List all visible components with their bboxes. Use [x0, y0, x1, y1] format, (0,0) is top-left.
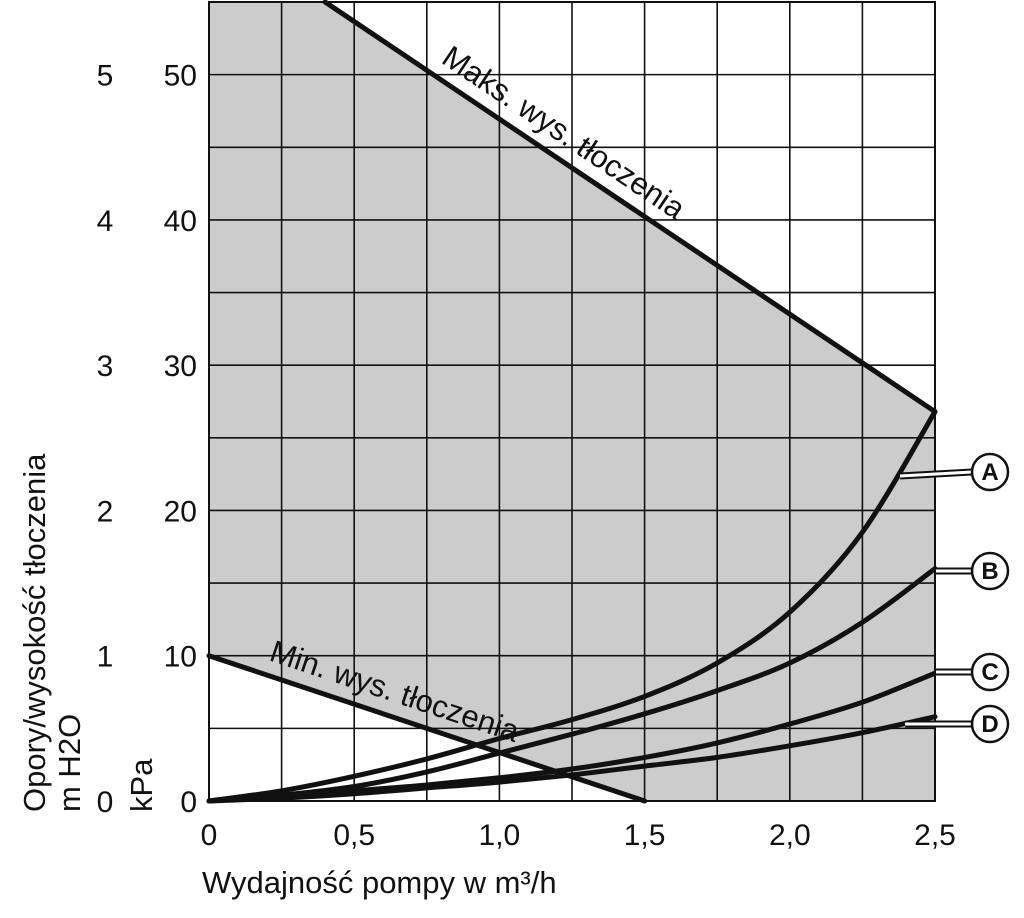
y-tick-label-kpa: 20	[164, 495, 197, 528]
y-tick-label-kpa: 10	[164, 641, 197, 674]
series-curve-c	[206, 670, 938, 804]
marker-circle-b	[970, 551, 1010, 591]
y-tick-label-kpa: 0	[180, 786, 197, 819]
x-tick-label: 2,0	[769, 819, 811, 852]
marker-label-a: A	[981, 459, 998, 486]
grid-lines	[208, 1, 936, 802]
max-head-line	[322, 0, 938, 415]
y-tick-label-kpa: 30	[164, 350, 197, 383]
x-tick-label: 0	[201, 819, 218, 852]
marker-label-b: B	[981, 558, 998, 585]
marker-circle-a	[970, 452, 1010, 492]
y-tick-label-mh2o: 5	[97, 60, 114, 93]
y-tick-label-mh2o: 3	[97, 350, 114, 383]
plot-frame	[208, 1, 936, 802]
series-curve-a	[206, 409, 938, 804]
y-axis-unit-mh2o: m H2O	[52, 714, 87, 812]
series-curve-b	[206, 566, 938, 804]
y-tick-label-mh2o: 4	[97, 205, 114, 238]
y-tick-label-kpa: 40	[164, 205, 197, 238]
leader-inner-a	[899, 470, 973, 478]
marker-circle-d	[970, 704, 1010, 744]
y-tick-label-mh2o: 2	[97, 495, 114, 528]
marker-label-c: C	[981, 659, 998, 686]
y-tick-label-mh2o: 1	[97, 641, 114, 674]
series-markers: A B CD	[899, 452, 1010, 744]
y-tick-label-kpa: 50	[164, 60, 197, 93]
y-tick-label-mh2o: 0	[97, 786, 114, 819]
y-axis-title: Opory/wysokość tłoczenia	[17, 453, 52, 812]
marker-label-d: D	[981, 711, 998, 738]
x-tick-label: 1,5	[624, 819, 666, 852]
series-lines	[206, 409, 938, 804]
x-tick-label: 1,0	[479, 819, 521, 852]
tick-labels: 0 0,5 1,0 1,5 2,0 2,5 0 10 20 30 40 50 0 1 2 3 4 5	[97, 60, 956, 852]
x-tick-label: 2,5	[914, 819, 956, 852]
y-axis-unit-kpa: kPa	[124, 758, 159, 812]
series-curve-d	[206, 714, 938, 804]
marker-circle-c	[970, 652, 1010, 692]
x-axis-title: Wydajność pompy w m³/h	[202, 865, 557, 900]
x-tick-label: 0,5	[333, 819, 375, 852]
